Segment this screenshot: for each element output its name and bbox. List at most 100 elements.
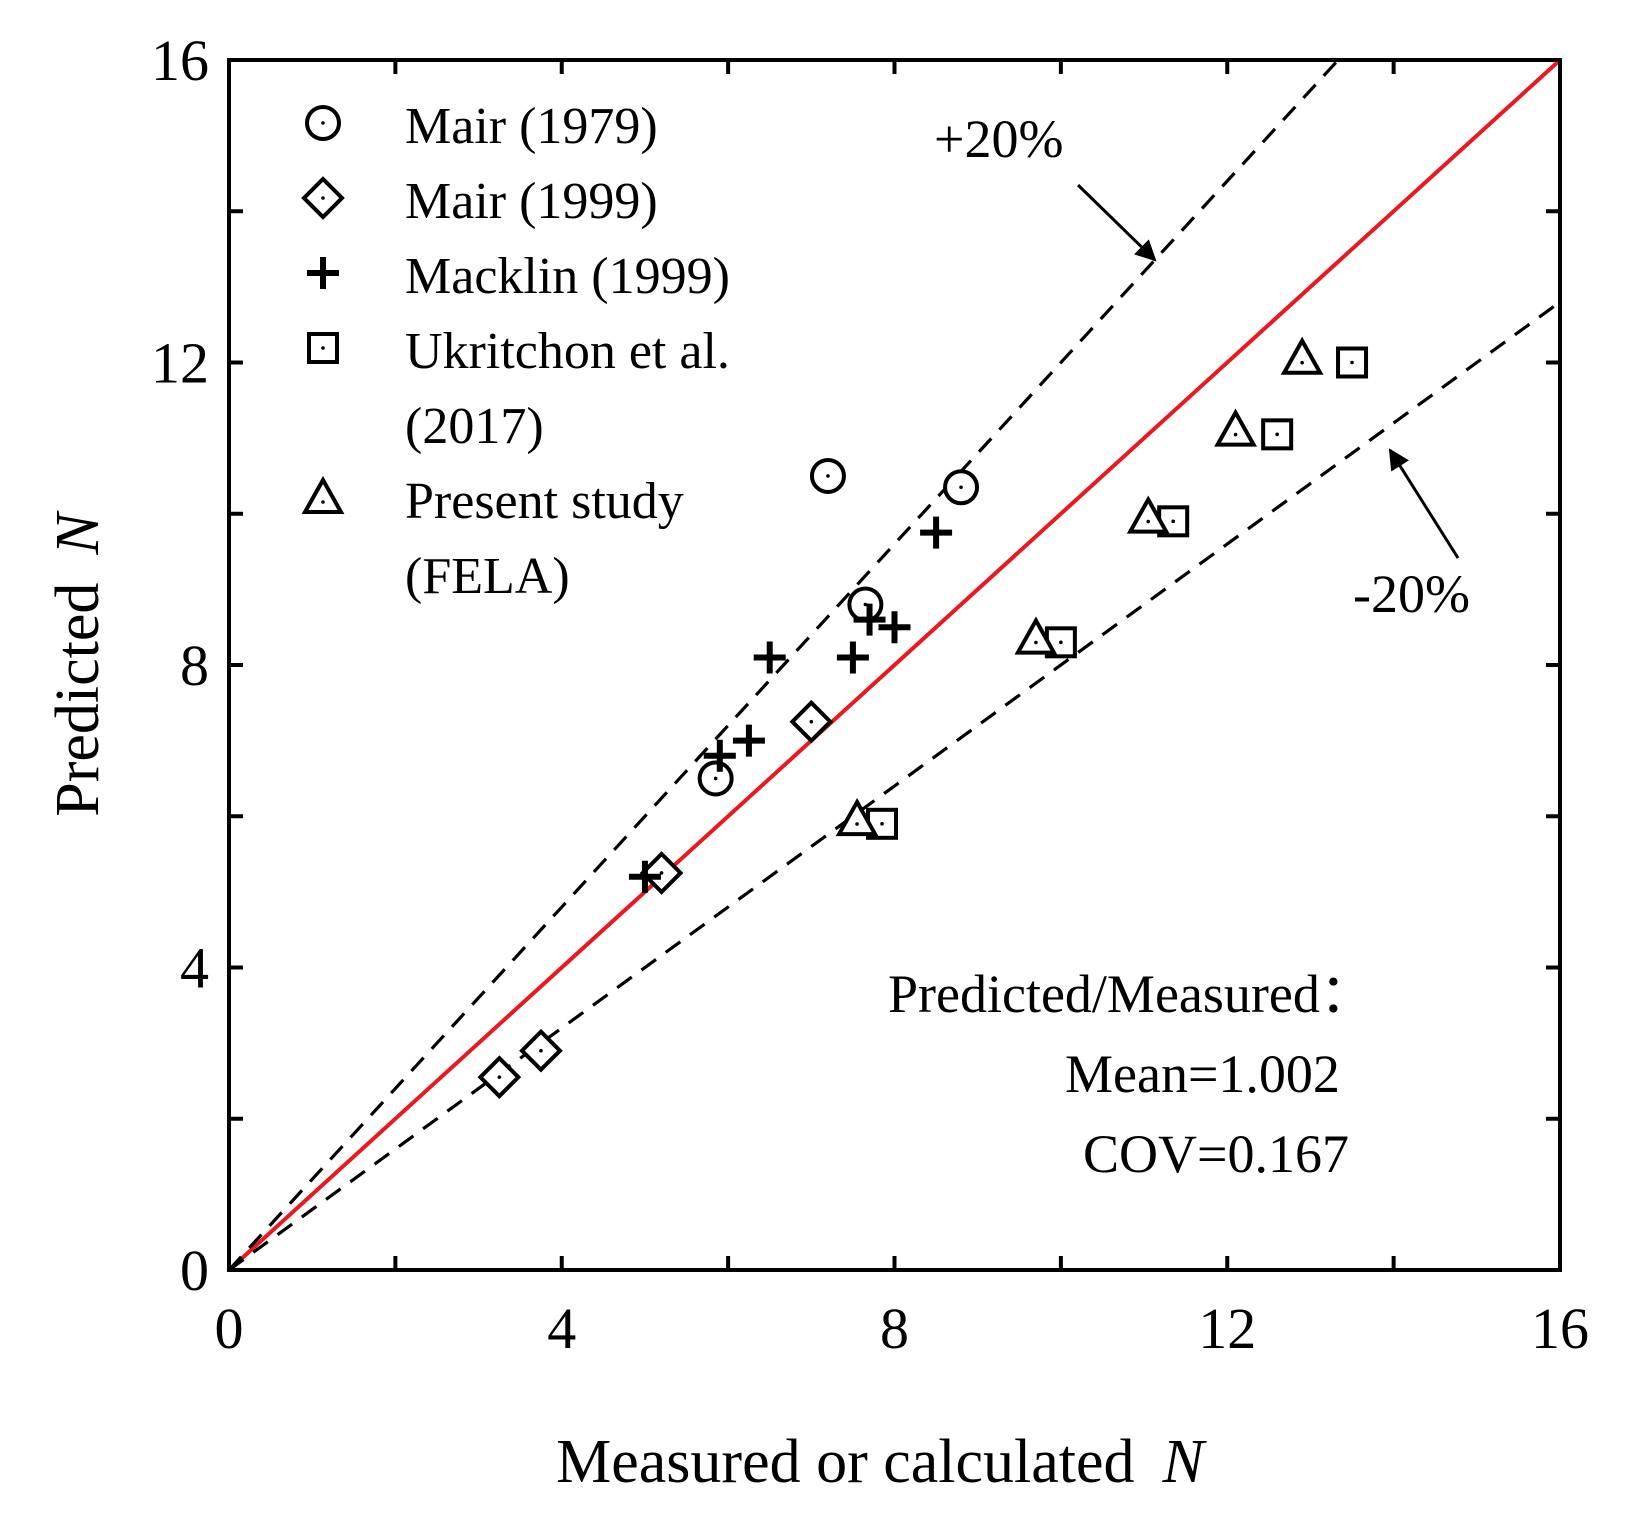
square-mark <box>1261 418 1294 451</box>
legend-item: Ukritchon et al. (2017) <box>307 323 730 455</box>
data-point <box>847 586 884 623</box>
minus20-arrow <box>1388 448 1460 559</box>
legend-label: Mair (1999) <box>405 173 658 230</box>
diamond-center <box>539 1048 543 1053</box>
data-point <box>732 724 765 757</box>
x-tick-label: 16 <box>1531 1296 1589 1361</box>
diamond-center <box>809 719 814 724</box>
plus-mark <box>853 603 886 636</box>
square-center <box>1350 360 1354 365</box>
series-plus <box>628 516 953 893</box>
legend: Mair (1979) Mair (1999) Macklin (1999) Ukri… <box>301 98 730 605</box>
triangle-mark <box>1126 495 1170 534</box>
circle-center <box>959 485 963 490</box>
stats-heading: Predicted/Measured： <box>888 964 1374 1024</box>
axis-ticks <box>229 60 1560 1270</box>
y-tick-label: 0 <box>180 1238 209 1303</box>
legend-item: Mair (1979) <box>305 98 658 155</box>
circle-center <box>713 776 718 781</box>
x-tick-label: 8 <box>880 1296 909 1361</box>
triangle-mark <box>301 475 345 515</box>
square-center <box>321 346 325 350</box>
diamond-center <box>497 1075 502 1079</box>
legend-label: Mair (1979) <box>405 98 658 155</box>
stats-mean: Mean=1.002 <box>1065 1044 1340 1104</box>
triangle-center <box>1300 360 1304 365</box>
data-point <box>853 603 886 636</box>
legend-item: Present study (FELA) <box>301 473 684 605</box>
series-triangle <box>835 336 1324 837</box>
data-point <box>519 1028 563 1073</box>
plus-mark <box>628 860 661 893</box>
reference-line-0 <box>229 60 1560 1270</box>
triangle-mark <box>1014 616 1058 655</box>
legend-symbol <box>301 475 345 515</box>
plus-mark <box>703 739 736 772</box>
circle-center <box>321 121 325 125</box>
plus20-label: +20% <box>934 109 1063 169</box>
tick-labels: 0 4 8 12 16 0 4 8 12 16 <box>151 28 1589 1361</box>
plus-mark <box>878 611 911 644</box>
triangle-center <box>1146 519 1151 524</box>
y-tick-label: 16 <box>151 28 209 93</box>
plot-frame <box>227 58 1562 1272</box>
data-point <box>836 641 869 674</box>
y-tick-label: 8 <box>180 633 209 698</box>
data-point <box>1336 346 1369 379</box>
series-square <box>866 346 1369 840</box>
data-point <box>477 1055 522 1099</box>
plus-mark <box>732 724 765 757</box>
legend-symbol <box>301 176 345 220</box>
legend-label: Present study <box>405 473 684 530</box>
plus-mark <box>920 516 953 549</box>
data-point <box>809 457 846 494</box>
plus20-arrow <box>1076 183 1157 262</box>
data-point <box>1261 418 1294 451</box>
legend-label: (FELA) <box>405 548 570 605</box>
legend-label: (2017) <box>405 398 544 455</box>
x-tick-label: 4 <box>547 1296 576 1361</box>
data-point <box>943 469 980 506</box>
square-center <box>1275 432 1279 437</box>
triangle-center <box>321 500 325 504</box>
data-point <box>789 699 834 744</box>
x-axis-title: Measured or calculated N <box>556 1428 1207 1496</box>
diamond-center <box>321 196 325 200</box>
legend-label: Macklin (1999) <box>405 248 730 305</box>
y-tick-label: 4 <box>180 936 209 1001</box>
triangle-center <box>1233 432 1238 437</box>
series-diamond <box>477 699 834 1099</box>
reference-line-1 <box>229 60 1341 1270</box>
legend-item: Macklin (1999) <box>307 248 730 305</box>
circle-center <box>826 474 830 478</box>
legend-label: Ukritchon et al. <box>405 323 730 380</box>
data-point <box>697 760 734 797</box>
triangle-mark <box>1214 408 1257 447</box>
data-point <box>878 611 911 644</box>
legend-symbol <box>307 257 339 289</box>
data-point <box>703 739 736 772</box>
triangle-mark <box>1280 336 1324 375</box>
x-axis-title-text: Measured or calculated <box>556 1428 1134 1496</box>
triangle-mark <box>835 797 879 837</box>
x-tick-label: 0 <box>215 1296 244 1361</box>
stats-cov: COV=0.167 <box>1083 1124 1349 1184</box>
square-center <box>1171 519 1175 524</box>
square-center <box>880 822 884 826</box>
circle-center <box>863 602 868 607</box>
y-axis-title-text: Predicted <box>44 583 112 817</box>
data-point <box>920 516 953 549</box>
x-axis-title-var: N <box>1162 1428 1208 1496</box>
triangle-center <box>855 822 859 826</box>
plus-mark <box>753 641 786 674</box>
data-markers <box>477 336 1369 1099</box>
y-axis-title-var: N <box>44 510 112 556</box>
data-point <box>1126 495 1170 534</box>
legend-symbol <box>307 332 339 364</box>
square-center <box>1059 640 1063 645</box>
minus20-label: -20% <box>1353 564 1470 624</box>
triangle-center <box>1034 640 1038 645</box>
plus-mark <box>307 257 339 289</box>
data-point <box>753 641 786 674</box>
